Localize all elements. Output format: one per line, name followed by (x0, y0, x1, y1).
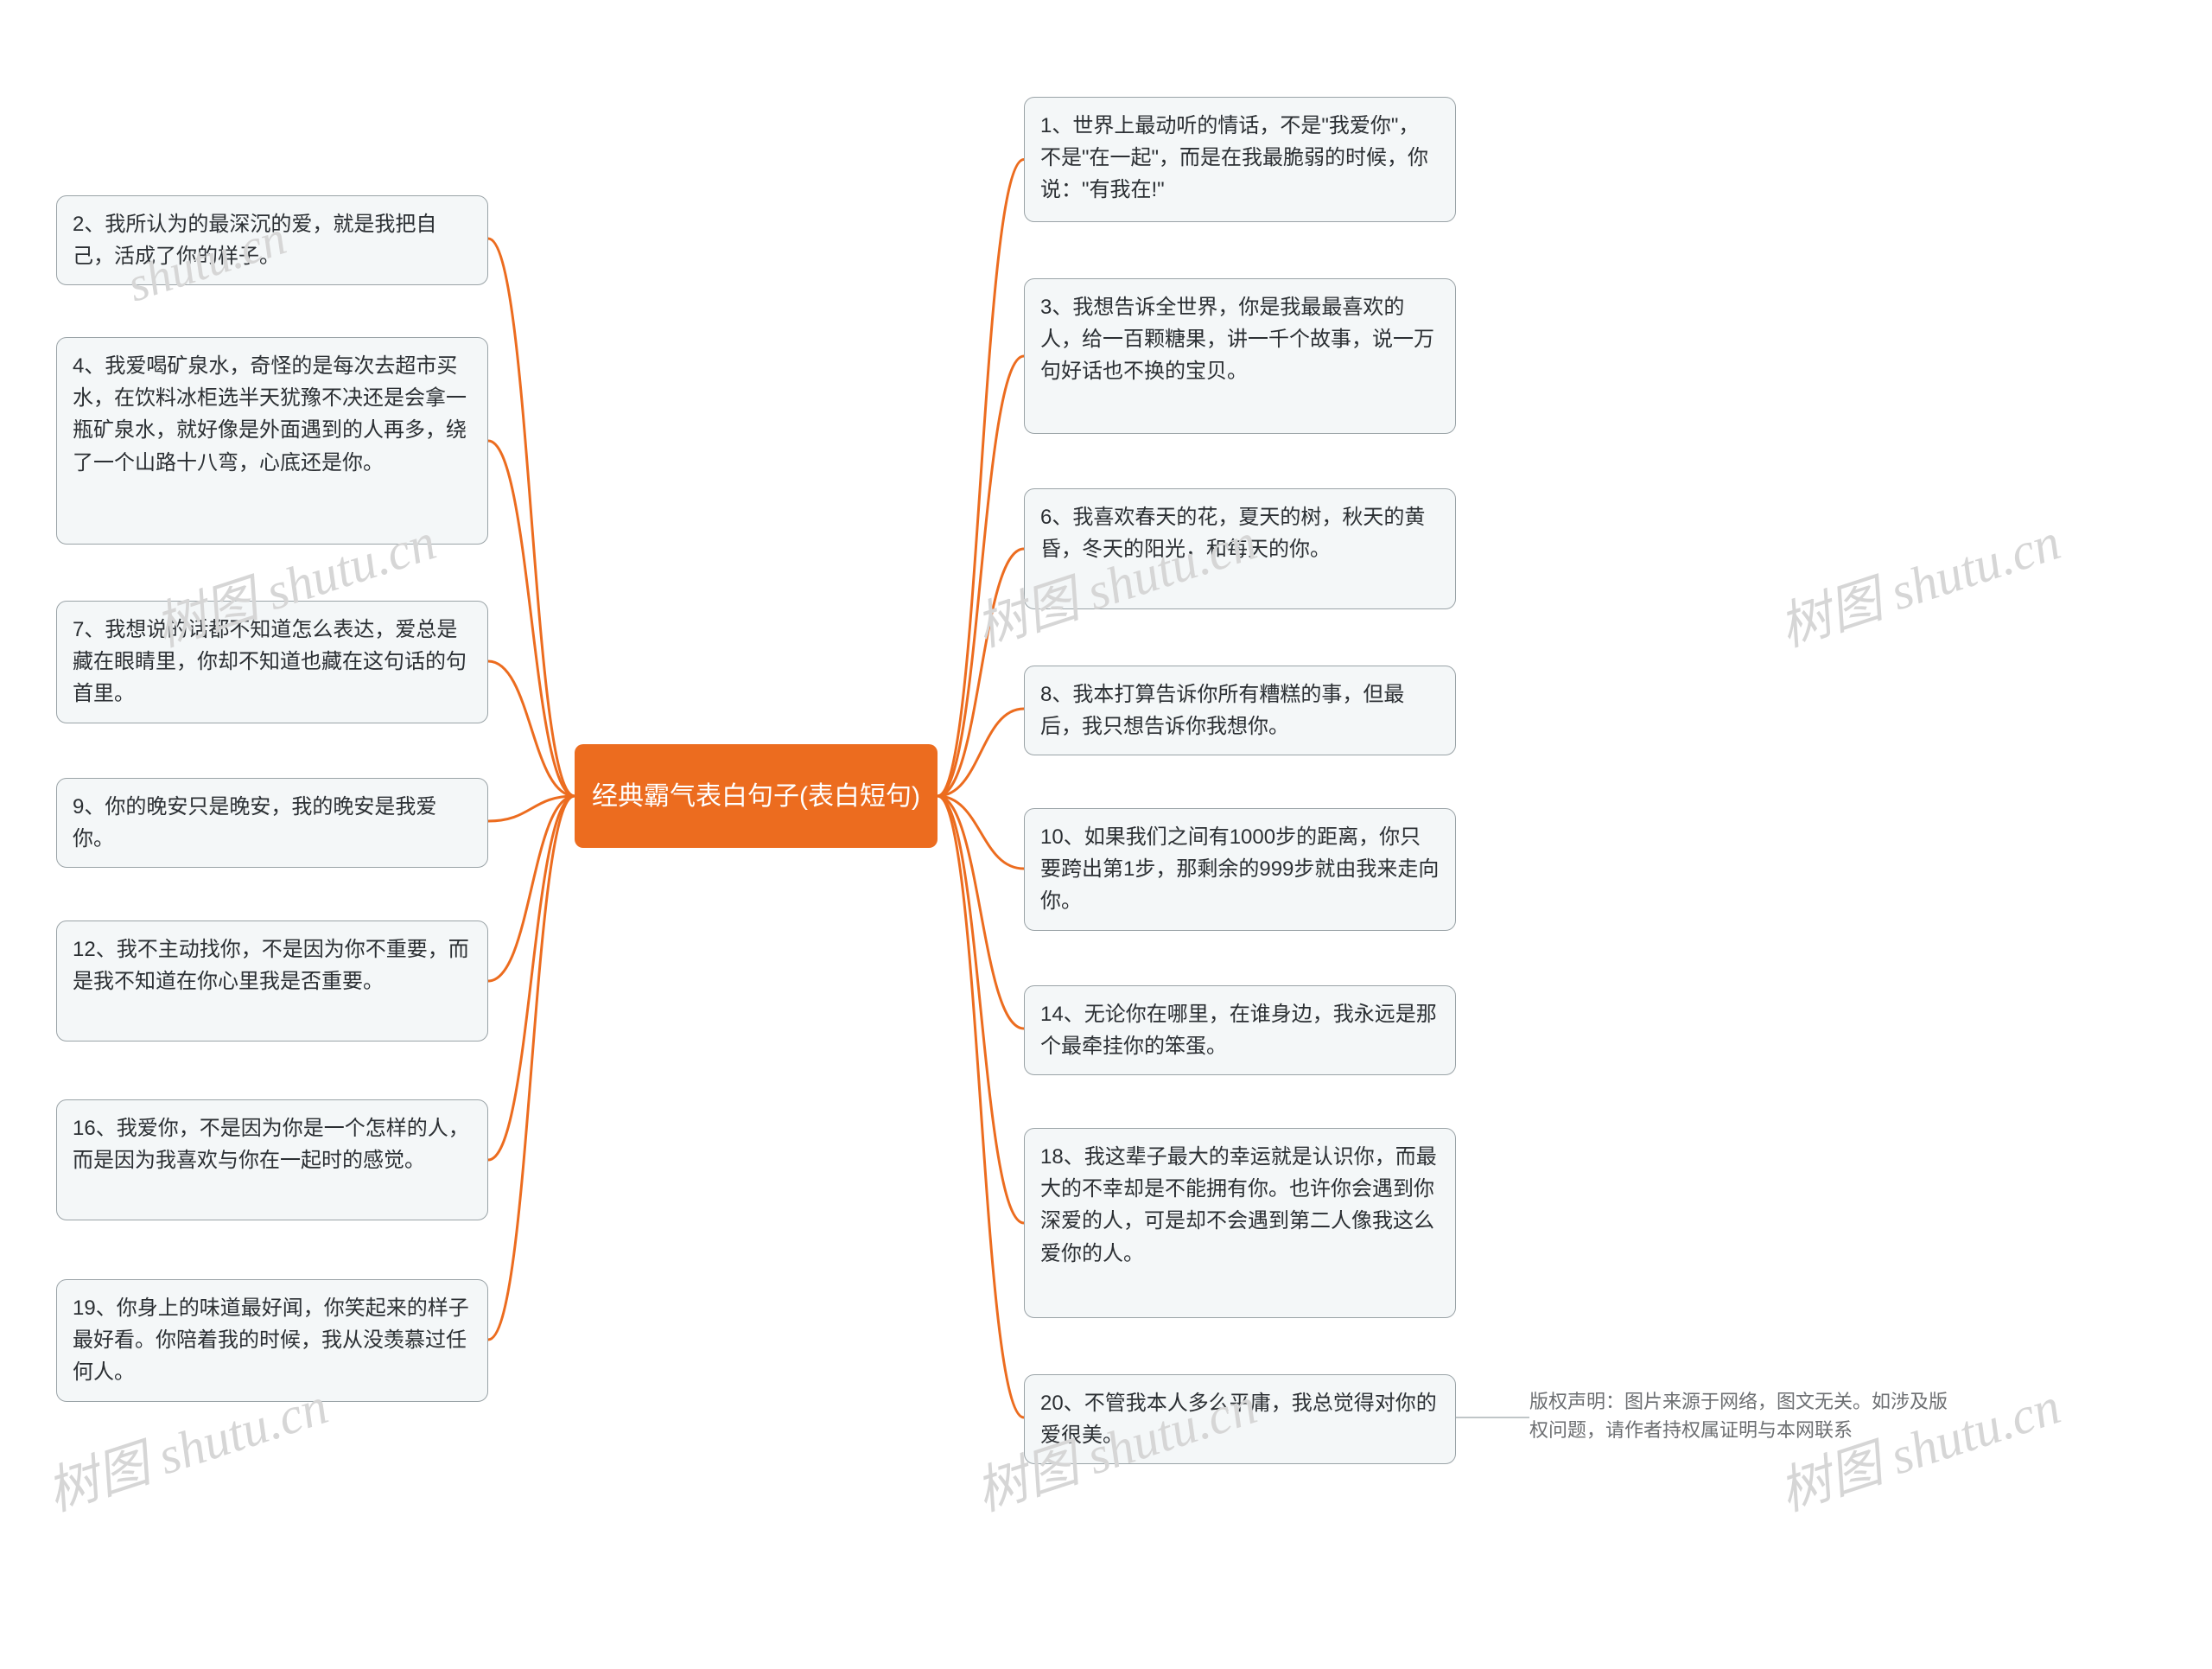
mindmap-node-label: 9、你的晚安只是晚安，我的晚安是我爱你。 (73, 795, 436, 850)
edge (488, 796, 575, 1340)
edge (938, 796, 1024, 1223)
mindmap-node[interactable]: 12、我不主动找你，不是因为你不重要，而是我不知道在你心里我是否重要。 (56, 920, 488, 1042)
edge (938, 796, 1024, 869)
copyright-note-label: 版权声明：图片来源于网络，图文无关。如涉及版权问题，请作者持权属证明与本网联系 (1529, 1391, 1948, 1441)
edge (938, 796, 1024, 1417)
edge (488, 661, 575, 796)
mindmap-node-label: 14、无论你在哪里，在谁身边，我永远是那个最牵挂你的笨蛋。 (1040, 1003, 1437, 1058)
mindmap-node[interactable]: 7、我想说的话都不知道怎么表达，爱总是藏在眼睛里，你却不知道也藏在这句话的句首里… (56, 601, 488, 723)
mindmap-node-label: 1、世界上最动听的情话，不是"我爱你"，不是"在一起"，而是在我最脆弱的时候，你… (1040, 114, 1428, 201)
mindmap-node[interactable]: 4、我爱喝矿泉水，奇怪的是每次去超市买水，在饮料冰柜选半天犹豫不决还是会拿一瓶矿… (56, 337, 488, 545)
mindmap-node-label: 2、我所认为的最深沉的爱，就是我把自己，活成了你的样子。 (73, 213, 436, 268)
edge (938, 709, 1024, 796)
mindmap-node-label: 20、不管我本人多么平庸，我总觉得对你的爱很美。 (1040, 1392, 1437, 1447)
mindmap-node[interactable]: 14、无论你在哪里，在谁身边，我永远是那个最牵挂你的笨蛋。 (1024, 985, 1456, 1075)
edge (488, 796, 575, 1160)
mindmap-canvas: 经典霸气表白句子(表白短句) 2、我所认为的最深沉的爱，就是我把自己，活成了你的样… (0, 0, 2212, 1669)
watermark-label: 树图 shutu.cn (1773, 513, 2068, 657)
mindmap-node[interactable]: 1、世界上最动听的情话，不是"我爱你"，不是"在一起"，而是在我最脆弱的时候，你… (1024, 97, 1456, 222)
mindmap-node-label: 19、你身上的味道最好闻，你笑起来的样子最好看。你陪着我的时候，我从没羡慕过任何… (73, 1296, 469, 1384)
mindmap-node[interactable]: 19、你身上的味道最好闻，你笑起来的样子最好看。你陪着我的时候，我从没羡慕过任何… (56, 1279, 488, 1402)
copyright-note: 版权声明：图片来源于网络，图文无关。如涉及版权问题，请作者持权属证明与本网联系 (1529, 1387, 1961, 1444)
mindmap-node-label: 3、我想告诉全世界，你是我最最喜欢的人，给一百颗糖果，讲一千个故事，说一万句好话… (1040, 296, 1434, 383)
edge (938, 796, 1024, 1029)
mindmap-node[interactable]: 8、我本打算告诉你所有糟糕的事，但最后，我只想告诉你我想你。 (1024, 666, 1456, 755)
mindmap-node-label: 10、如果我们之间有1000步的距离，你只要跨出第1步，那剩余的999步就由我来… (1040, 825, 1439, 913)
edge (488, 796, 575, 821)
mindmap-node-label: 18、我这辈子最大的幸运就是认识你，而最大的不幸却是不能拥有你。也许你会遇到你深… (1040, 1145, 1437, 1265)
mindmap-node-label: 6、我喜欢春天的花，夏天的树，秋天的黄昏，冬天的阳光，和每天的你。 (1040, 506, 1425, 561)
mindmap-node-label: 4、我爱喝矿泉水，奇怪的是每次去超市买水，在饮料冰柜选半天犹豫不决还是会拿一瓶矿… (73, 354, 467, 475)
mindmap-node[interactable]: 9、你的晚安只是晚安，我的晚安是我爱你。 (56, 778, 488, 868)
edge (488, 239, 575, 796)
edge (938, 549, 1024, 796)
mindmap-node-label: 8、我本打算告诉你所有糟糕的事，但最后，我只想告诉你我想你。 (1040, 683, 1404, 738)
central-node-label: 经典霸气表白句子(表白短句) (592, 777, 920, 816)
edge (488, 796, 575, 981)
mindmap-node[interactable]: 10、如果我们之间有1000步的距离，你只要跨出第1步，那剩余的999步就由我来… (1024, 808, 1456, 931)
central-node[interactable]: 经典霸气表白句子(表白短句) (575, 744, 938, 848)
edge (938, 356, 1024, 796)
mindmap-node-label: 7、我想说的话都不知道怎么表达，爱总是藏在眼睛里，你却不知道也藏在这句话的句首里… (73, 618, 467, 705)
edge (938, 160, 1024, 797)
mindmap-node[interactable]: 3、我想告诉全世界，你是我最最喜欢的人，给一百颗糖果，讲一千个故事，说一万句好话… (1024, 278, 1456, 434)
mindmap-node[interactable]: 20、不管我本人多么平庸，我总觉得对你的爱很美。 (1024, 1374, 1456, 1464)
mindmap-node[interactable]: 18、我这辈子最大的幸运就是认识你，而最大的不幸却是不能拥有你。也许你会遇到你深… (1024, 1128, 1456, 1318)
mindmap-node[interactable]: 2、我所认为的最深沉的爱，就是我把自己，活成了你的样子。 (56, 195, 488, 285)
mindmap-node-label: 12、我不主动找你，不是因为你不重要，而是我不知道在你心里我是否重要。 (73, 938, 469, 993)
watermark: 树图 shutu.cn (1769, 500, 2069, 661)
edge (488, 441, 575, 796)
mindmap-node[interactable]: 16、我爱你，不是因为你是一个怎样的人，而是因为我喜欢与你在一起时的感觉。 (56, 1099, 488, 1220)
mindmap-node-label: 16、我爱你，不是因为你是一个怎样的人，而是因为我喜欢与你在一起时的感觉。 (73, 1117, 469, 1172)
mindmap-node[interactable]: 6、我喜欢春天的花，夏天的树，秋天的黄昏，冬天的阳光，和每天的你。 (1024, 488, 1456, 609)
